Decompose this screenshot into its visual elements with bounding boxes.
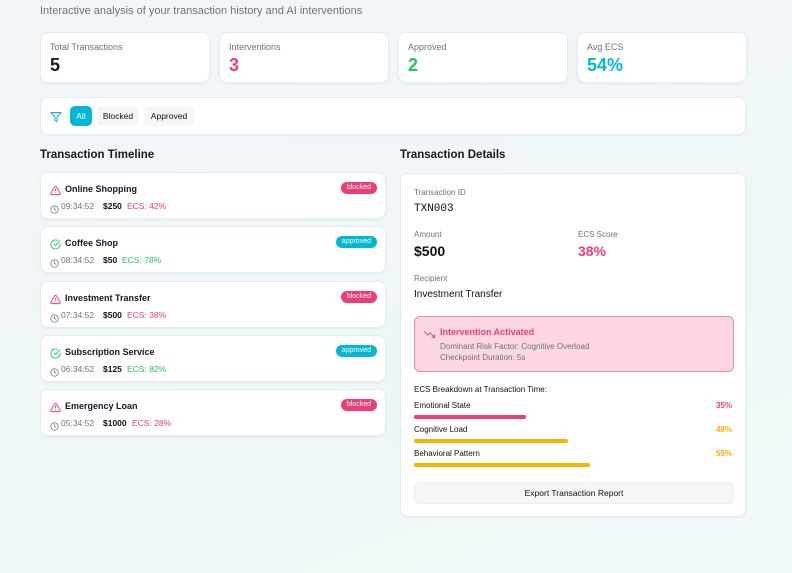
filter-bar: All Blocked Approved — [40, 97, 746, 135]
clock-icon — [50, 201, 59, 214]
clock-icon — [50, 364, 59, 377]
stat-card: Approved 2 — [398, 32, 568, 83]
section-title: Transaction Timeline — [40, 149, 155, 161]
status-icon — [50, 237, 61, 250]
stat-card: Avg ECS 54% — [577, 32, 747, 83]
breakdown-value: 55% — [715, 449, 732, 458]
transaction-ecs: ECS: 42% — [127, 201, 167, 211]
breakdown-bar — [414, 463, 590, 467]
section-title: Transaction Details — [400, 149, 506, 161]
stat-value: 5 — [50, 55, 61, 75]
stat-value: 2 — [408, 55, 419, 75]
filter-button[interactable]: Approved — [144, 106, 194, 126]
transaction-amount: $1000 — [103, 418, 127, 429]
breakdown-value: 35% — [715, 401, 732, 410]
status-icon — [50, 346, 61, 359]
breakdown-bar — [414, 439, 568, 443]
stat-card: Interventions 3 — [219, 32, 389, 83]
status-badge: approved — [335, 236, 377, 249]
field-label: Amount — [414, 230, 442, 239]
status-icon — [50, 183, 61, 196]
stat-value: 3 — [229, 55, 240, 75]
breakdown-label: Behavioral Pattern — [414, 449, 480, 458]
trend-icon — [424, 327, 435, 338]
intervention-title: Intervention Activated — [440, 327, 535, 337]
filter-icon — [50, 110, 62, 122]
transaction-time: 08:34:52 — [61, 255, 95, 266]
field-label: Transaction ID — [414, 188, 466, 197]
ecs-value: 38% — [578, 243, 607, 259]
transaction-time: 07:34:52 — [61, 309, 95, 320]
breakdown-label: Cognitive Load — [414, 425, 468, 434]
stat-card: Total Transactions 5 — [40, 32, 210, 83]
stat-label: Total Transactions — [50, 42, 123, 52]
breakdown-value: 48% — [715, 425, 732, 434]
transaction-name: Subscription Service — [65, 346, 155, 357]
transaction-name: Online Shopping — [65, 184, 137, 194]
stat-label: Interventions — [229, 42, 281, 52]
breakdown-title: ECS Breakdown at Transaction Time: — [414, 385, 547, 394]
filter-button[interactable]: Blocked — [97, 106, 139, 126]
stat-value: 54% — [587, 55, 624, 75]
breakdown-bar — [414, 415, 526, 419]
clock-icon — [50, 418, 59, 431]
transaction-ecs: ECS: 28% — [132, 418, 172, 429]
amount-value: $500 — [414, 243, 446, 259]
export-button[interactable]: Export Transaction Report — [414, 482, 734, 504]
transaction-time: 09:34:52 — [61, 201, 95, 211]
intervention-line: Checkpoint Duration: 5s — [440, 353, 526, 362]
filter-button[interactable]: All — [70, 106, 92, 126]
breakdown-label: Emotional State — [414, 401, 471, 410]
status-badge: approved — [335, 344, 377, 357]
stat-label: Approved — [408, 42, 447, 52]
transaction-time: 05:34:52 — [61, 418, 95, 429]
status-badge: blocked — [340, 290, 377, 303]
status-icon — [50, 292, 61, 304]
transaction-name: Investment Transfer — [65, 292, 151, 303]
transaction-card[interactable]: Emergency Loan blocked 05:34:52 $1000 ECS: 2… — [40, 389, 386, 437]
field-label: Recipient — [414, 274, 448, 283]
status-badge: blocked — [340, 399, 377, 412]
field-label: ECS Score — [578, 230, 618, 239]
transaction-amount: $50 — [103, 255, 118, 266]
transaction-ecs: ECS: 78% — [122, 255, 162, 266]
transaction-name: Emergency Loan — [65, 401, 138, 412]
transaction-amount: $250 — [103, 201, 122, 211]
transaction-card[interactable]: Coffee Shop approved 08:34:52 $50 ECS: 78% — [40, 226, 386, 274]
transaction-ecs: ECS: 38% — [127, 309, 167, 320]
transaction-time: 06:34:52 — [61, 363, 95, 374]
status-icon — [50, 400, 61, 413]
intervention-line: Dominant Risk Factor: Cognitive Overload — [440, 342, 590, 351]
transaction-amount: $500 — [103, 309, 122, 320]
recipient-value: Investment Transfer — [414, 289, 503, 300]
transaction-card[interactable]: Subscription Service approved 06:34:52 $125… — [40, 334, 386, 382]
stat-label: Avg ECS — [587, 42, 624, 52]
transaction-card[interactable]: Online Shopping blocked 09:34:52 $250 ECS: 4… — [40, 172, 386, 219]
clock-icon — [50, 310, 59, 323]
transaction-card[interactable]: Investment Transfer blocked 07:34:52 $500 EC… — [40, 280, 386, 328]
details-panel: Transaction ID TXN003 Amount $500 ECS Score 3… — [400, 173, 746, 517]
transaction-id: TXN003 — [414, 203, 454, 215]
intervention-box: Intervention Activated Dominant Risk Fact… — [414, 316, 734, 372]
status-badge: blocked — [340, 182, 377, 194]
transaction-ecs: ECS: 82% — [127, 363, 167, 374]
clock-icon — [50, 255, 59, 268]
transaction-name: Coffee Shop — [65, 238, 118, 249]
subtitle: Interactive analysis of your transaction… — [40, 5, 363, 17]
transaction-amount: $125 — [103, 363, 122, 374]
